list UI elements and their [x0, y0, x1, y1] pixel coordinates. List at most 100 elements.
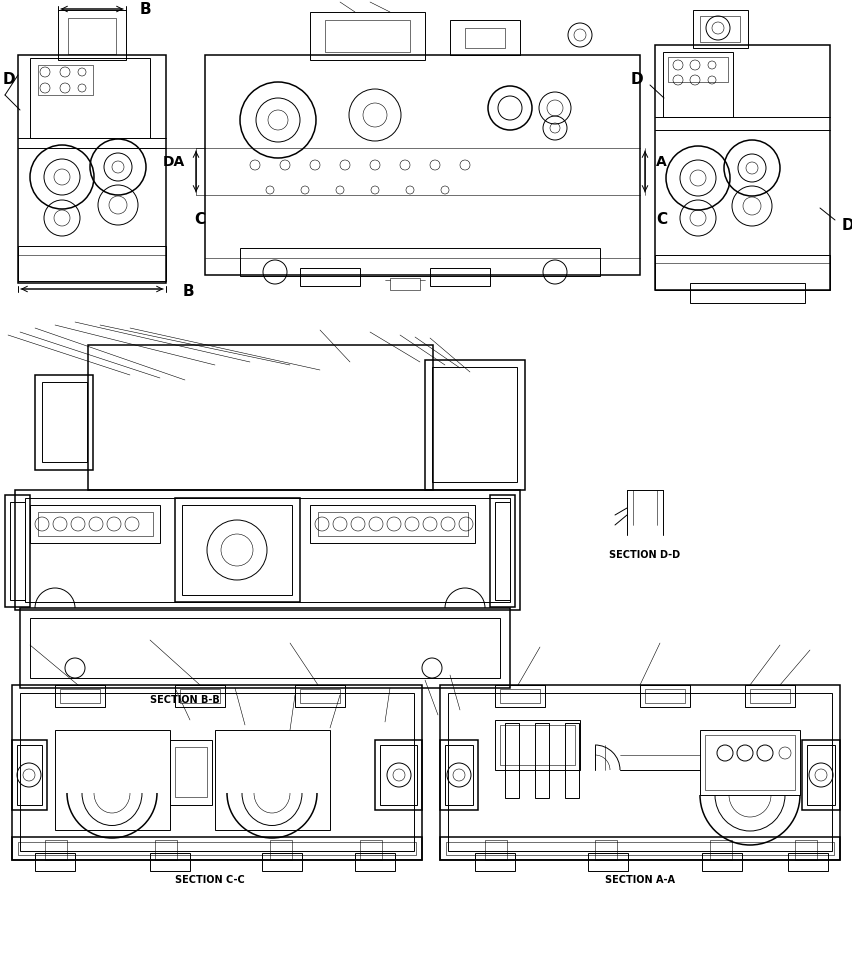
Bar: [379, 745, 417, 805]
Bar: [35, 375, 93, 470]
Bar: [180, 689, 220, 703]
Bar: [595, 840, 616, 860]
Bar: [704, 735, 794, 790]
Bar: [445, 745, 473, 805]
Bar: [375, 740, 422, 810]
Bar: [699, 730, 799, 795]
Bar: [794, 840, 816, 860]
Bar: [300, 268, 360, 286]
Bar: [175, 747, 207, 797]
Bar: [55, 685, 105, 707]
Bar: [389, 278, 419, 290]
Bar: [440, 740, 477, 810]
Bar: [429, 268, 489, 286]
Bar: [667, 57, 727, 82]
Bar: [309, 12, 424, 60]
Bar: [38, 512, 153, 536]
Bar: [175, 498, 300, 602]
Bar: [88, 345, 433, 490]
Bar: [170, 740, 212, 805]
Bar: [38, 65, 93, 95]
Bar: [354, 853, 394, 871]
Bar: [5, 495, 30, 607]
Text: C: C: [193, 212, 204, 228]
Bar: [30, 618, 499, 678]
Bar: [45, 840, 67, 860]
Text: SECTION D-D: SECTION D-D: [608, 550, 680, 560]
Bar: [309, 505, 475, 543]
Bar: [68, 18, 116, 54]
Bar: [30, 58, 150, 138]
Bar: [239, 248, 599, 276]
Bar: [25, 498, 509, 602]
Bar: [10, 502, 25, 600]
Bar: [644, 689, 684, 703]
Bar: [699, 16, 740, 42]
Text: C: C: [655, 212, 666, 228]
Bar: [300, 689, 340, 703]
Bar: [654, 45, 829, 290]
Bar: [494, 720, 579, 770]
Bar: [30, 505, 160, 543]
Bar: [446, 842, 833, 855]
Bar: [494, 502, 509, 600]
Bar: [701, 853, 741, 871]
Bar: [494, 685, 544, 707]
Bar: [662, 52, 732, 117]
Bar: [18, 246, 166, 281]
Bar: [801, 740, 839, 810]
Bar: [475, 853, 515, 871]
Bar: [564, 723, 579, 798]
Text: B: B: [183, 284, 194, 298]
Text: B: B: [139, 3, 151, 17]
Bar: [504, 723, 518, 798]
Bar: [325, 20, 410, 52]
Bar: [295, 685, 344, 707]
Bar: [689, 283, 804, 303]
Bar: [12, 837, 422, 860]
Bar: [485, 840, 506, 860]
Text: DA: DA: [163, 155, 185, 169]
Bar: [450, 20, 520, 55]
Text: SECTION A-A: SECTION A-A: [604, 875, 674, 885]
Bar: [204, 55, 639, 275]
Bar: [440, 685, 839, 860]
Bar: [55, 730, 170, 830]
Bar: [709, 840, 731, 860]
Bar: [744, 685, 794, 707]
Bar: [12, 740, 47, 810]
Bar: [489, 495, 515, 607]
Bar: [749, 689, 789, 703]
Bar: [18, 842, 416, 855]
Text: SECTION C-C: SECTION C-C: [175, 875, 245, 885]
Bar: [12, 685, 422, 860]
Bar: [18, 55, 166, 283]
Bar: [464, 28, 504, 48]
Bar: [35, 853, 75, 871]
Bar: [787, 853, 827, 871]
Bar: [440, 837, 839, 860]
Bar: [806, 745, 834, 805]
Text: D: D: [841, 217, 852, 233]
Text: A: A: [655, 155, 666, 169]
Bar: [360, 840, 382, 860]
Bar: [639, 685, 689, 707]
Bar: [270, 840, 291, 860]
Bar: [534, 723, 549, 798]
Text: D: D: [630, 72, 642, 88]
Bar: [150, 853, 190, 871]
Bar: [17, 745, 42, 805]
Bar: [181, 505, 291, 595]
Bar: [499, 725, 574, 765]
Bar: [20, 693, 413, 851]
Bar: [175, 685, 225, 707]
Bar: [215, 730, 330, 830]
Bar: [155, 840, 177, 860]
Bar: [654, 255, 829, 290]
Bar: [15, 490, 520, 610]
Bar: [447, 693, 831, 851]
Bar: [60, 689, 100, 703]
Bar: [587, 853, 627, 871]
Bar: [262, 853, 302, 871]
Bar: [424, 360, 524, 490]
